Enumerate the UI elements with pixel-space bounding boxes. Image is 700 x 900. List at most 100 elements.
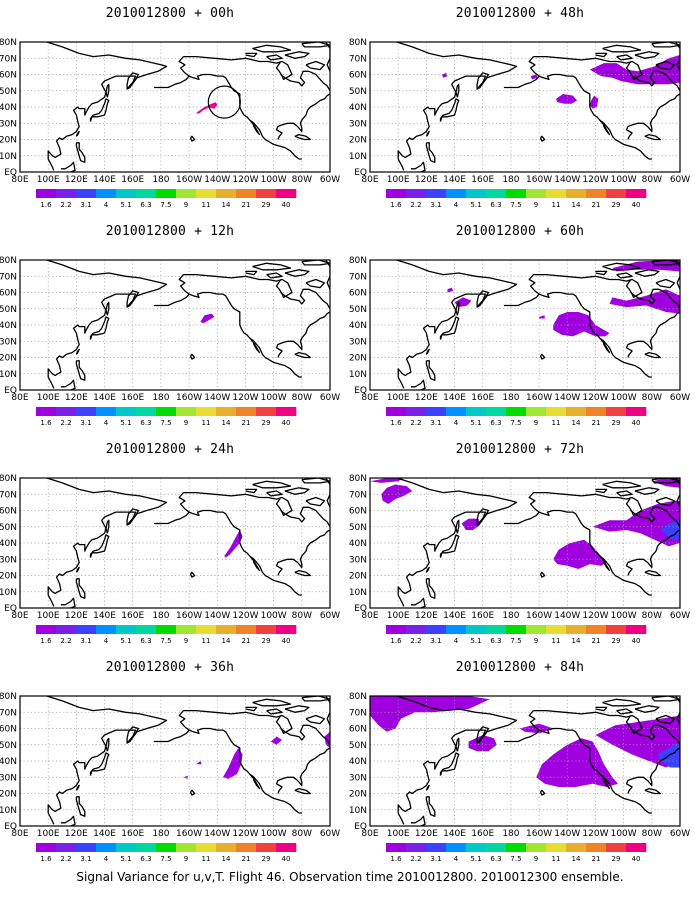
colorbar-label: 6.3: [490, 419, 501, 427]
colorbar-swatch: [116, 189, 137, 198]
colorbar-label: 29: [612, 855, 621, 863]
colorbar-swatch: [216, 407, 237, 416]
colorbar-swatch: [236, 843, 257, 852]
colorbar-label: 6.3: [140, 855, 151, 863]
coastline: [266, 708, 283, 715]
coastline: [75, 796, 86, 817]
lon-tick-label: 160W: [526, 611, 552, 621]
coastline: [595, 270, 608, 276]
colorbar-swatch: [256, 625, 277, 634]
coastline: [616, 272, 633, 279]
lat-tick-label: 10N: [0, 152, 17, 162]
colorbar-label: 7.5: [510, 201, 521, 209]
coastline: [75, 578, 86, 599]
colorbar-label: 40: [282, 637, 291, 645]
coastline: [245, 706, 258, 712]
lat-tick-label: 30N: [349, 773, 367, 783]
lon-tick-label: 120E: [415, 175, 438, 185]
map-frame: [19, 695, 331, 827]
lon-tick-label: 120W: [232, 829, 258, 839]
coastline: [178, 492, 302, 596]
coastline: [630, 288, 680, 310]
colorbar-label: 21: [242, 637, 251, 645]
colorbar-label: 1.6: [390, 419, 402, 427]
coastline: [455, 301, 460, 316]
lat-tick-label: 30N: [0, 773, 17, 783]
map-frame: [369, 695, 681, 827]
signal-region: [447, 287, 454, 293]
coastline: [252, 44, 292, 53]
colorbar-swatch: [276, 407, 297, 416]
coastline: [630, 506, 680, 528]
panel-title: 2010012800 + 12h: [105, 224, 235, 239]
colorbar-label: 14: [222, 419, 231, 427]
colorbar-swatch: [236, 407, 257, 416]
colorbar-swatch: [506, 625, 527, 634]
coastline: [284, 705, 310, 713]
lon-tick-label: 100E: [387, 829, 410, 839]
coastline: [325, 42, 330, 72]
map-panel: 2010012800 + 00h 80N 70N 60N 50N 40N 30N 20N 10N…: [0, 0, 340, 216]
coastline: [439, 98, 460, 122]
colorbar-label: 7.5: [160, 855, 171, 863]
coastline: [126, 72, 140, 90]
colorbar-swatch: [546, 189, 567, 198]
lon-tick-label: 80E: [361, 829, 378, 839]
lon-tick-label: 140W: [204, 829, 230, 839]
colorbar-label: 40: [632, 419, 641, 427]
colorbar-label: 14: [222, 855, 231, 863]
coastline: [655, 496, 676, 507]
colorbar-swatch: [566, 189, 587, 198]
coastline: [630, 70, 680, 92]
coastline: [105, 737, 110, 752]
coastline: [503, 75, 540, 89]
coastline: [599, 119, 611, 136]
coastline: [245, 488, 258, 494]
colorbar-swatch: [136, 843, 157, 852]
lon-tick-label: 100W: [611, 611, 637, 621]
lon-tick-label: 100W: [611, 393, 637, 403]
colorbar-label: 2.2: [60, 201, 71, 209]
signal-region: [530, 74, 538, 80]
lat-tick-label: 50N: [349, 523, 367, 533]
coastline: [625, 93, 680, 140]
colorbar-swatch: [386, 843, 407, 852]
colorbar-swatch: [526, 843, 547, 852]
colorbar-swatch: [446, 843, 467, 852]
colorbar-swatch: [56, 189, 77, 198]
colorbar-swatch: [486, 407, 507, 416]
colorbar-label: 3.1: [80, 419, 91, 427]
colorbar-swatch: [386, 189, 407, 198]
lat-tick-label: 10N: [0, 806, 17, 816]
coastline: [425, 360, 436, 381]
lon-tick-label: 60W: [320, 611, 340, 621]
coastline: [503, 293, 540, 307]
colorbar-label: 14: [222, 637, 231, 645]
coastline: [46, 478, 168, 607]
lat-tick-label: 70N: [0, 54, 17, 64]
colorbar-label: 6.3: [140, 637, 151, 645]
coastline: [396, 260, 518, 389]
colorbar-swatch: [486, 843, 507, 852]
coastline: [249, 337, 261, 354]
coastline: [476, 290, 490, 308]
lat-tick-label: 70N: [0, 272, 17, 282]
lon-tick-label: 60W: [320, 393, 340, 403]
colorbar-label: 40: [632, 855, 641, 863]
coastline: [305, 278, 326, 289]
colorbar-swatch: [196, 625, 217, 634]
coastline: [60, 597, 76, 608]
coastline: [284, 51, 310, 59]
coastline: [644, 569, 661, 577]
lon-tick-label: 160W: [176, 393, 202, 403]
lat-tick-label: 80N: [349, 256, 367, 266]
colorbar-label: 1.6: [40, 637, 52, 645]
coastline: [410, 379, 426, 390]
colorbar-swatch: [406, 843, 427, 852]
colorbar-swatch: [76, 407, 97, 416]
colorbar-label: 6.3: [490, 201, 501, 209]
colorbar-swatch: [276, 189, 297, 198]
coastline: [425, 142, 436, 163]
